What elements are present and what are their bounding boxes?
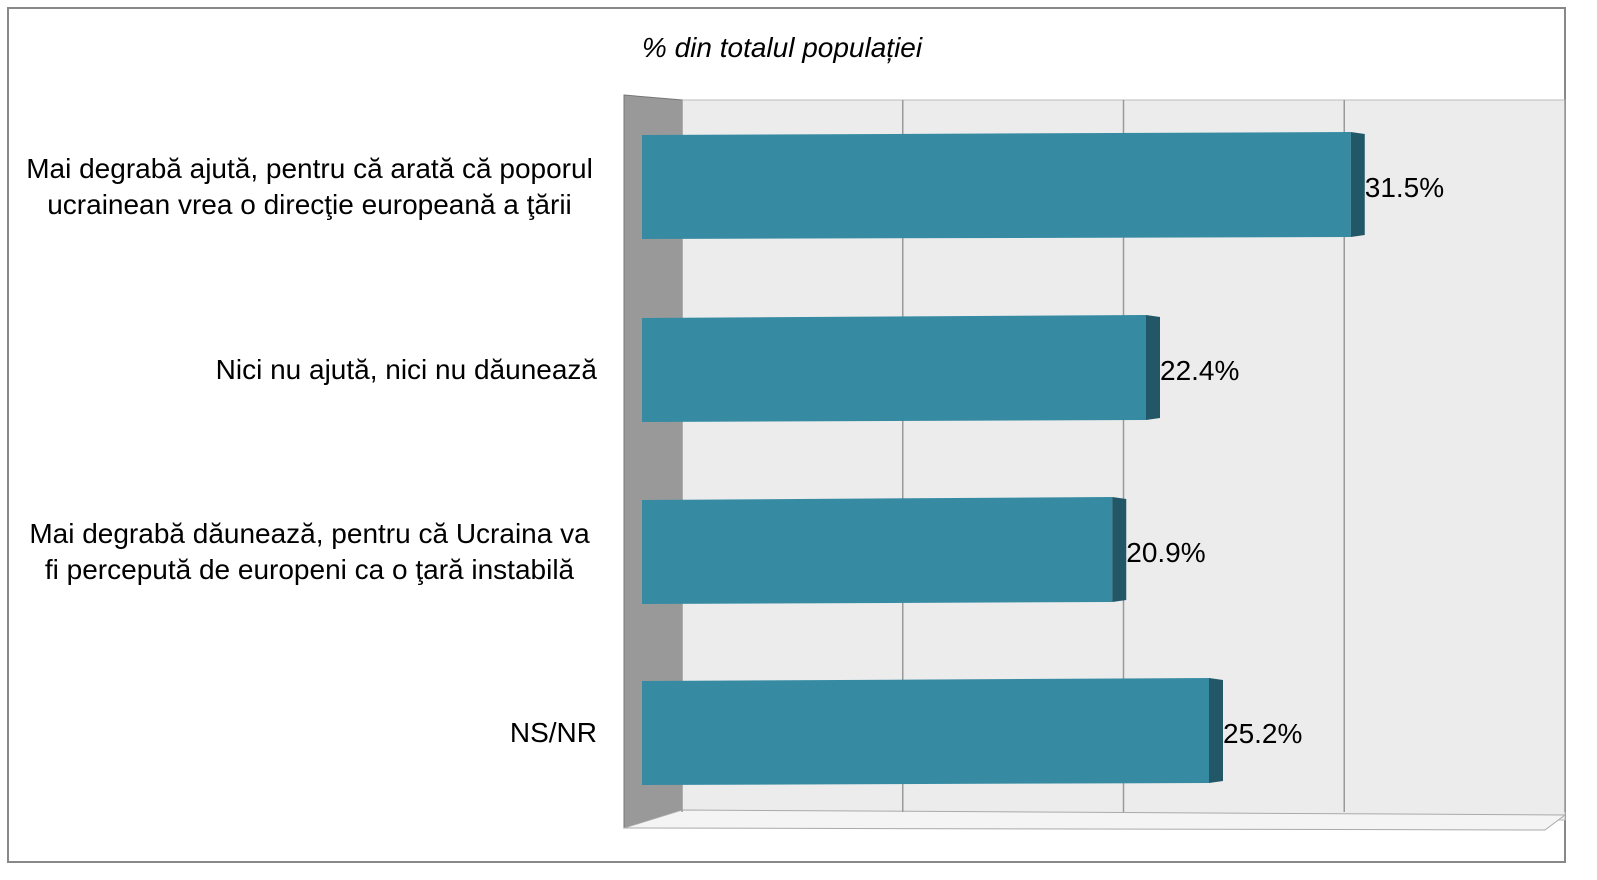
category-label: Mai degrabă dăunează, pentru că Ucraina … bbox=[29, 518, 590, 585]
bar-side bbox=[1350, 132, 1365, 237]
bar-side bbox=[1112, 497, 1127, 602]
value-label: 31.5% bbox=[1365, 172, 1444, 203]
bar bbox=[642, 497, 1113, 604]
category-label: NS/NR bbox=[509, 717, 597, 748]
category-label: Nici nu ajută, nici nu dăunează bbox=[215, 354, 597, 385]
bar bbox=[642, 678, 1209, 785]
bar bbox=[642, 132, 1351, 239]
bar bbox=[642, 315, 1146, 422]
chart-title: % din totalul populației bbox=[642, 32, 923, 63]
value-label: 25.2% bbox=[1223, 718, 1302, 749]
value-label: 20.9% bbox=[1126, 537, 1205, 568]
value-label: 22.4% bbox=[1160, 355, 1239, 386]
category-label: Mai degrabă ajută, pentru că arată că po… bbox=[26, 153, 593, 220]
floor bbox=[623, 809, 1567, 831]
bar-side bbox=[1209, 678, 1223, 783]
bar-side bbox=[1146, 315, 1160, 420]
